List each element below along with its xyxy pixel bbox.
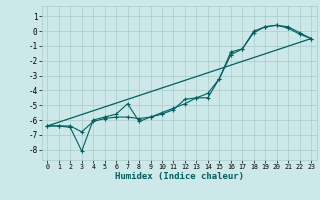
X-axis label: Humidex (Indice chaleur): Humidex (Indice chaleur) bbox=[115, 172, 244, 181]
